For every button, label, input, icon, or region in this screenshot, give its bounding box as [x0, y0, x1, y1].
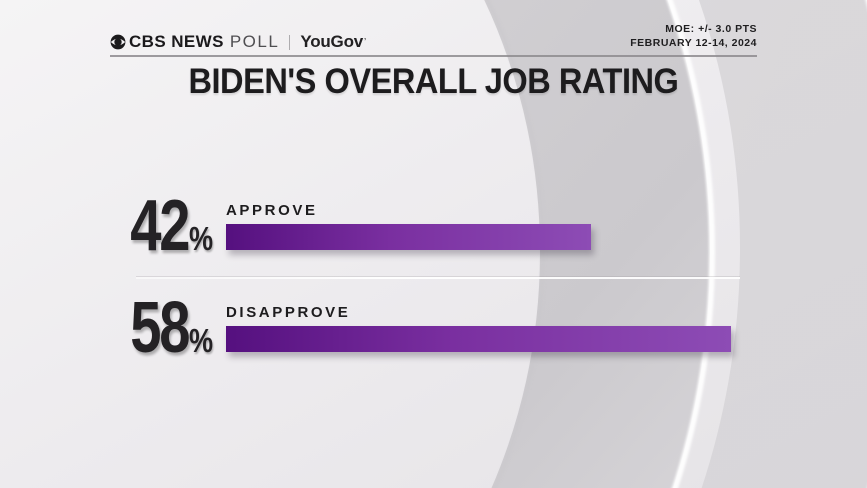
- brand-divider: [289, 34, 291, 50]
- percent-sign: %: [188, 322, 213, 359]
- header-rule: [110, 55, 757, 57]
- disapprove-bar: [226, 326, 731, 352]
- approve-bar: [226, 224, 592, 250]
- approve-label: APPROVE: [226, 202, 318, 219]
- brand-lockup: CBS NEWS POLL YouGov ’: [110, 31, 366, 53]
- cbs-eye-icon: [110, 34, 126, 50]
- brand-cbs-news: CBS NEWS: [129, 32, 224, 51]
- disapprove-value-number: 58: [129, 288, 190, 368]
- row-divider: [136, 277, 740, 279]
- disapprove-label: DISAPPROVE: [226, 304, 351, 321]
- disapprove-value: 58 %: [112, 288, 218, 368]
- bar-row-disapprove: 58 % DISAPPROVE: [0, 288, 867, 368]
- chart-title: BIDEN'S OVERALL JOB RATING: [188, 62, 679, 101]
- brand-yougov: YouGov: [300, 32, 364, 51]
- brand-poll: POLL: [229, 32, 280, 51]
- brand-yougov-mark: ’: [364, 37, 367, 46]
- bar-row-approve: 42 % APPROVE: [0, 186, 867, 266]
- approve-value: 42 %: [112, 186, 218, 266]
- poll-dates: FEBRUARY 12-14, 2024: [630, 36, 757, 49]
- approve-value-number: 42: [129, 186, 190, 266]
- percent-sign: %: [188, 220, 213, 257]
- moe-block: MOE: +/- 3.0 PTS FEBRUARY 12-14, 2024: [630, 23, 757, 50]
- moe-line: MOE: +/- 3.0 PTS: [665, 23, 757, 35]
